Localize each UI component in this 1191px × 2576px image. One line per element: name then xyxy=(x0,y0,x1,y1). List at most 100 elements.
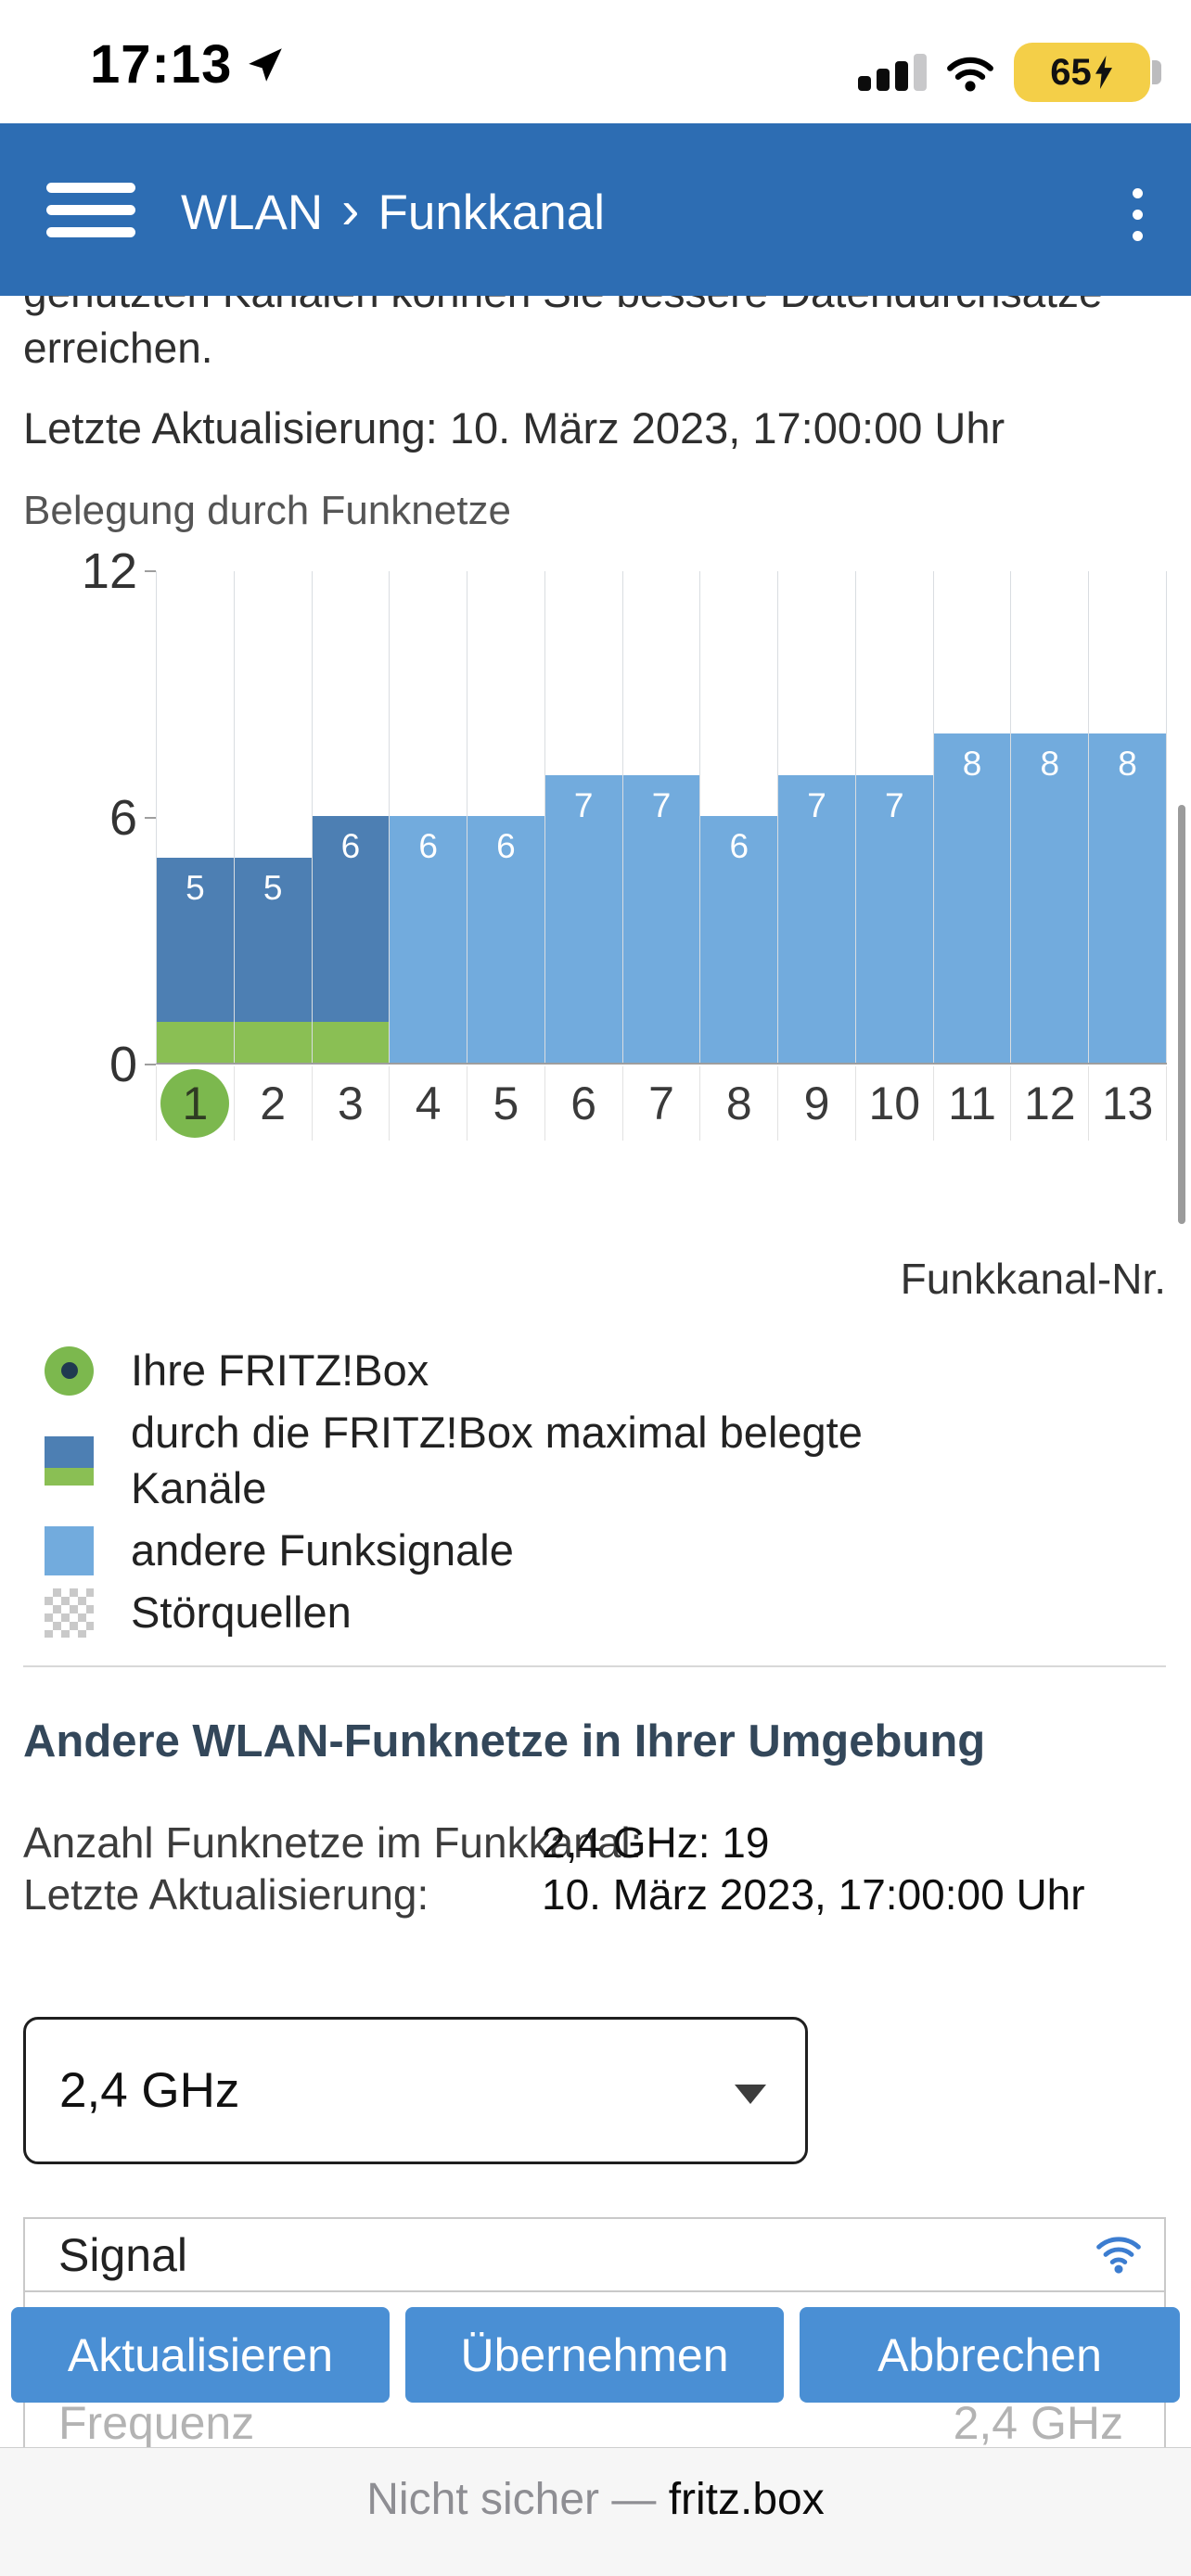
channel-label-selected: 1 xyxy=(157,1066,235,1141)
band-select[interactable]: 2,4 GHz xyxy=(23,2017,808,2164)
channel-label: 7 xyxy=(623,1066,701,1141)
y-tickmark xyxy=(145,817,156,819)
chart-column-2: 5 xyxy=(234,571,313,1063)
chevron-down-icon xyxy=(735,2085,766,2104)
breadcrumb-section[interactable]: WLAN xyxy=(181,185,324,240)
chart-column-12: 8 xyxy=(1011,571,1090,1063)
other-signals-swatch-icon xyxy=(45,1525,94,1575)
chart-column-5: 6 xyxy=(467,571,545,1063)
other-signals-bar: 8 xyxy=(1011,733,1089,1063)
other-signals-bar: 7 xyxy=(855,775,933,1063)
legend-item-other-signals: andere Funksignale xyxy=(45,1523,1158,1578)
other-signals-bar: 7 xyxy=(622,775,700,1063)
channel-label: 5 xyxy=(467,1066,545,1141)
dash: — xyxy=(611,2475,657,2524)
chart-column-13: 8 xyxy=(1089,571,1167,1063)
info-label: Anzahl Funknetze im Funkkanal: xyxy=(23,1818,643,1867)
x-axis-label: Funkkanal-Nr. xyxy=(900,1255,1166,1303)
occupied-bar: 5 xyxy=(234,858,312,1022)
battery-percent: 65 xyxy=(1050,51,1092,93)
y-tickmark xyxy=(145,570,156,572)
other-signals-bar: 6 xyxy=(700,816,778,1063)
section-heading: Andere WLAN-Funknetze in Ihrer Umgebung xyxy=(23,1716,986,1766)
url-text: Nicht sicher — fritz.box xyxy=(366,2474,824,2525)
table-header-signal[interactable]: Signal xyxy=(23,2217,1166,2292)
menu-icon[interactable] xyxy=(46,183,135,237)
info-value: 10. März 2023, 17:00:00 Uhr xyxy=(542,1870,1085,1919)
channel-label: 12 xyxy=(1011,1066,1090,1141)
signal-strength-wifi-icon xyxy=(1096,2237,1141,2274)
cancel-button[interactable]: Abbrechen xyxy=(800,2307,1180,2403)
chart-legend: Ihre FRITZ!Box durch die FRITZ!Box maxim… xyxy=(45,1343,1158,1647)
chart-title: Belegung durch Funknetze xyxy=(23,488,511,533)
location-arrow-icon xyxy=(249,47,283,82)
interference-swatch-icon xyxy=(45,1588,94,1638)
chart-column-8: 6 xyxy=(700,571,779,1063)
chart-column-6: 7 xyxy=(544,571,623,1063)
y-tickmark xyxy=(145,1064,156,1065)
intro-line: erreichen. xyxy=(23,324,213,372)
channel-label: 4 xyxy=(390,1066,468,1141)
occupied-bar: 5 xyxy=(157,858,234,1022)
breadcrumb: WLAN › Funkkanal xyxy=(181,180,605,244)
channel-occupancy-chart: 5 5 6 6 6 7 7 6 7 7 8 8 8 xyxy=(156,571,1167,1065)
occupied-bar: 6 xyxy=(312,816,390,1022)
frequenz-value: 2,4 GHz xyxy=(953,2397,1123,2449)
other-signals-bar: 6 xyxy=(467,816,544,1063)
chart-column-4: 6 xyxy=(390,571,468,1063)
legend-item-fritzbox: Ihre FRITZ!Box xyxy=(45,1343,1158,1398)
selected-channel-circle: 1 xyxy=(160,1069,230,1138)
chart-column-7: 7 xyxy=(622,571,701,1063)
chart-column-10: 7 xyxy=(855,571,934,1063)
page-title: Funkkanal xyxy=(378,185,605,240)
chart-column-1: 5 xyxy=(157,571,235,1063)
fritzbox-circle-icon xyxy=(45,1345,94,1396)
cellular-signal-icon xyxy=(858,54,927,91)
legend-item-interference: Störquellen xyxy=(45,1585,1158,1640)
status-bar: 17:13 65 xyxy=(0,0,1191,123)
scrollbar[interactable] xyxy=(1178,805,1185,1224)
info-value: 2,4 GHz: 19 xyxy=(542,1818,770,1867)
channel-label: 13 xyxy=(1089,1066,1167,1141)
occupied-channels-swatch-icon xyxy=(45,1435,94,1486)
apply-button[interactable]: Übernehmen xyxy=(405,2307,784,2403)
channel-label: 8 xyxy=(700,1066,779,1141)
browser-address-bar[interactable]: Nicht sicher — fritz.box xyxy=(0,2447,1191,2576)
channel-label: 2 xyxy=(235,1066,313,1141)
channel-label: 6 xyxy=(545,1066,623,1141)
section-divider xyxy=(23,1665,1166,1667)
channel-label: 11 xyxy=(934,1066,1012,1141)
y-tick-0: 0 xyxy=(109,1037,137,1092)
battery-icon: 65 xyxy=(1014,43,1161,102)
y-tick-12: 12 xyxy=(81,543,137,599)
channel-axis: 1 2 3 4 5 6 7 8 9 10 11 12 13 xyxy=(156,1066,1167,1141)
charging-bolt-icon xyxy=(1095,56,1112,89)
channel-label: 9 xyxy=(778,1066,856,1141)
security-label: Nicht sicher xyxy=(366,2475,599,2524)
chart-column-11: 8 xyxy=(933,571,1012,1063)
chart-column-3: 6 xyxy=(312,571,391,1063)
channel-label: 10 xyxy=(856,1066,934,1141)
last-update-text: Letzte Aktualisierung: 10. März 2023, 17… xyxy=(23,403,1005,453)
y-tick-6: 6 xyxy=(109,790,137,846)
other-signals-bar: 8 xyxy=(933,733,1011,1063)
hostname: fritz.box xyxy=(668,2475,825,2524)
other-signals-bar: 8 xyxy=(1089,733,1166,1063)
band-select-value: 2,4 GHz xyxy=(59,2063,240,2118)
overflow-menu-icon[interactable] xyxy=(1128,188,1146,252)
fritzbox-bar-segment xyxy=(312,1022,390,1063)
legend-item-occupied-channels: durch die FRITZ!Box maximal belegte Kanä… xyxy=(45,1405,1158,1516)
refresh-button[interactable]: Aktualisieren xyxy=(11,2307,390,2403)
channel-label: 3 xyxy=(313,1066,391,1141)
app-header: WLAN › Funkkanal xyxy=(0,123,1191,296)
other-signals-bar: 7 xyxy=(544,775,622,1063)
info-label: Letzte Aktualisierung: xyxy=(23,1870,429,1919)
fritzbox-bar-segment xyxy=(157,1022,234,1063)
frequenz-label: Frequenz xyxy=(58,2397,255,2449)
clock: 17:13 xyxy=(90,34,233,95)
fritzbox-bar-segment xyxy=(234,1022,312,1063)
wifi-icon xyxy=(947,57,993,92)
chart-column-9: 7 xyxy=(778,571,856,1063)
other-signals-bar: 6 xyxy=(390,816,467,1063)
chevron-right-icon: › xyxy=(341,180,360,240)
